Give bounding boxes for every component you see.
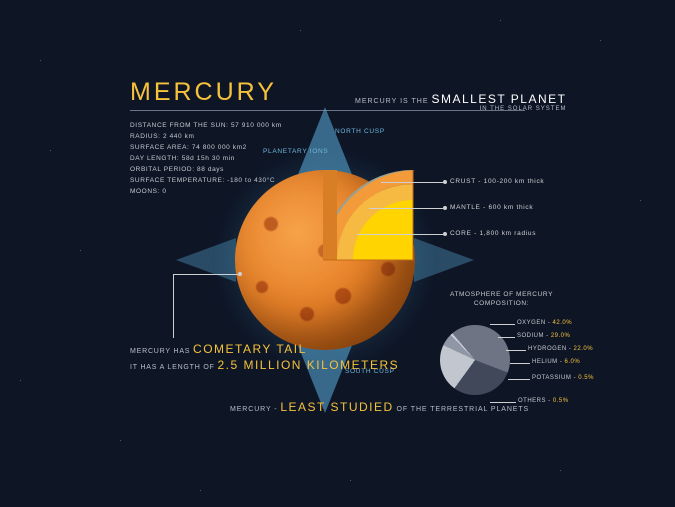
atm-pct: 6.0%	[565, 359, 581, 365]
label-mantle: MANTLE - 600 km thick	[450, 204, 533, 211]
label-planetary-ions: PLANETARY IONS	[263, 148, 328, 155]
label-crust: CRUST - 100-200 km thick	[450, 178, 544, 185]
tail-prefix: MERCURY HAS	[130, 348, 190, 355]
tagline-suffix: IN THE SOLAR SYSTEM	[355, 106, 566, 112]
atmosphere-pie	[440, 325, 510, 395]
callout-dot	[238, 272, 242, 276]
tail-line2-prefix: IT HAS A LENGTH OF	[130, 364, 215, 371]
atm-item-potassium: POTASSIUM - 0.5%	[532, 375, 594, 381]
atm-label: OXYGEN	[517, 320, 546, 326]
page-title: MERCURY	[130, 78, 277, 107]
callout-line	[173, 274, 238, 275]
callout-line	[381, 182, 443, 183]
callout-dot	[443, 180, 447, 184]
callout-line	[508, 379, 530, 380]
atm-label: HYDROGEN	[528, 346, 567, 352]
atmosphere-title-1: ATMOSPHERE OF MERCURY	[450, 290, 553, 299]
planet	[210, 145, 440, 375]
tagline-cometary-tail: MERCURY HAS COMETARY TAIL IT HAS A LENGT…	[130, 342, 399, 372]
label-core: CORE - 1,800 km radius	[450, 230, 536, 237]
least-main: LEAST STUDIED	[280, 400, 393, 414]
atm-label: HELIUM	[532, 359, 558, 365]
atm-pct: 0.5%	[553, 398, 569, 404]
atm-item-others: OTHERS - 0.5%	[518, 398, 569, 404]
callout-line	[173, 274, 174, 338]
atm-pct: 0.5%	[578, 375, 594, 381]
atm-pct: 42.0%	[553, 320, 573, 326]
atm-label: OTHERS	[518, 398, 546, 404]
atm-item-sodium: SODIUM - 29.0%	[517, 333, 570, 339]
callout-line	[510, 363, 530, 364]
callout-line	[506, 350, 526, 351]
atmosphere-title: ATMOSPHERE OF MERCURY COMPOSITION:	[450, 290, 553, 308]
callout-line	[498, 337, 515, 338]
atmosphere-title-2: COMPOSITION:	[450, 299, 553, 308]
atm-pct: 22.0%	[574, 346, 594, 352]
planet-cutaway	[323, 170, 415, 262]
least-prefix: MERCURY -	[230, 406, 278, 413]
tail-main: COMETARY TAIL	[193, 342, 307, 356]
label-north-cusp: NORTH CUSP	[335, 128, 385, 135]
tagline-main: SMALLEST PLANET	[431, 92, 566, 106]
tail-line2-main: 2.5 MILLION KILOMETERS	[217, 358, 399, 372]
callout-line	[357, 234, 443, 235]
atm-item-hydrogen: HYDROGEN - 22.0%	[528, 346, 593, 352]
atm-pct: 29.0%	[551, 333, 571, 339]
callout-line	[369, 208, 443, 209]
atm-label: POTASSIUM	[532, 375, 571, 381]
tagline-smallest: MERCURY IS THE SMALLEST PLANET IN THE SO…	[355, 92, 566, 112]
callout-line	[490, 324, 515, 325]
callout-dot	[443, 232, 447, 236]
tagline-least-studied: MERCURY - LEAST STUDIED OF THE TERRESTRI…	[230, 400, 529, 414]
atm-item-oxygen: OXYGEN - 42.0%	[517, 320, 572, 326]
atm-label: SODIUM	[517, 333, 544, 339]
tagline-prefix: MERCURY IS THE	[355, 98, 429, 105]
atm-item-helium: HELIUM - 6.0%	[532, 359, 580, 365]
callout-line	[490, 402, 516, 403]
callout-dot	[443, 206, 447, 210]
least-suffix: OF THE TERRESTRIAL PLANETS	[397, 406, 530, 413]
